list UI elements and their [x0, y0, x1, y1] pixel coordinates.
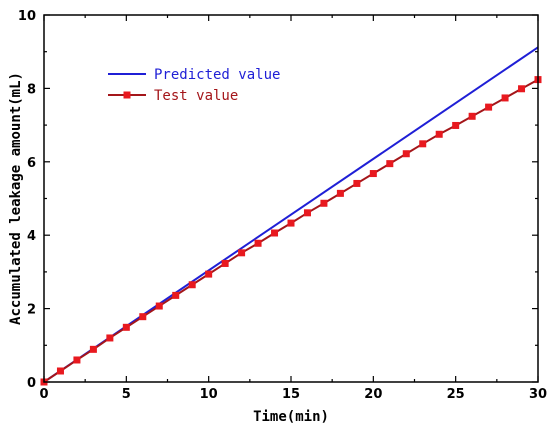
- data-point: [468, 112, 476, 120]
- legend: Predicted value Test value: [108, 67, 280, 104]
- data-point: [419, 140, 427, 148]
- data-point: [353, 179, 361, 187]
- series-layer: [40, 46, 542, 386]
- y-tick-label: 10: [18, 9, 36, 24]
- data-point: [106, 334, 114, 342]
- x-axis-ticks: 0 5 10 15 20 25 30: [39, 15, 547, 402]
- data-point: [238, 249, 246, 257]
- data-point: [320, 199, 328, 207]
- y-tick-label: 4: [27, 229, 36, 244]
- x-axis-label: Time(min): [253, 409, 329, 425]
- data-point: [73, 356, 81, 364]
- legend-label-predicted: Predicted value: [154, 67, 280, 83]
- x-tick-label: 5: [122, 387, 131, 402]
- data-point: [56, 367, 64, 375]
- y-axis-ticks: 0 2 4 6 8 10: [18, 9, 538, 391]
- data-point: [303, 209, 311, 217]
- data-point: [369, 170, 377, 178]
- series-line-1: [43, 78, 539, 383]
- data-point: [435, 130, 443, 138]
- data-point: [271, 229, 279, 237]
- data-point: [172, 291, 180, 299]
- y-tick-label: 6: [27, 156, 36, 171]
- x-tick-label: 25: [447, 387, 465, 402]
- plot-frame: [43, 14, 539, 383]
- x-tick-label: 10: [200, 387, 218, 402]
- data-point: [254, 239, 262, 247]
- x-tick-label: 20: [364, 387, 382, 402]
- data-point: [485, 103, 493, 111]
- y-tick-label: 0: [27, 376, 36, 391]
- y-tick-label: 2: [27, 303, 36, 318]
- data-point: [336, 189, 344, 197]
- legend-marker-test: [123, 91, 131, 99]
- y-tick-label: 8: [27, 82, 36, 97]
- data-point: [501, 94, 509, 102]
- data-point: [452, 121, 460, 129]
- data-point: [287, 219, 295, 227]
- y-axis-label: Accumulated leakage amount(mL): [8, 72, 24, 325]
- data-point: [402, 150, 410, 158]
- data-point: [188, 281, 196, 289]
- x-tick-label: 30: [529, 387, 547, 402]
- data-point: [139, 313, 147, 321]
- data-point: [386, 160, 394, 168]
- data-point: [221, 259, 229, 267]
- data-point: [122, 323, 130, 331]
- data-point: [518, 85, 526, 93]
- data-point: [205, 270, 213, 278]
- x-tick-label: 0: [39, 387, 48, 402]
- data-point: [155, 302, 163, 310]
- legend-label-test: Test value: [154, 88, 238, 104]
- x-tick-label: 15: [282, 387, 300, 402]
- data-point: [89, 345, 97, 353]
